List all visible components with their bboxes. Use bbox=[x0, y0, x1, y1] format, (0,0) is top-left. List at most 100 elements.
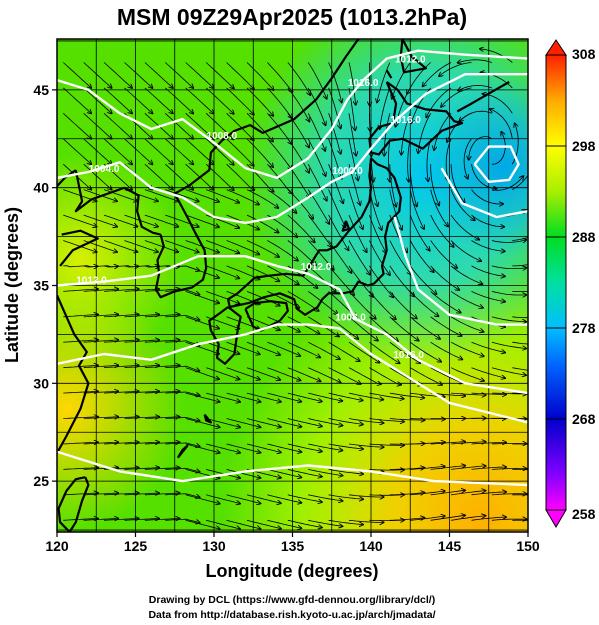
x-tick-label: 140 bbox=[359, 538, 383, 554]
streamline bbox=[63, 314, 98, 316]
streamline bbox=[124, 365, 160, 369]
streamline bbox=[287, 87, 310, 122]
streamline bbox=[144, 189, 178, 202]
streamline bbox=[104, 391, 139, 393]
streamline bbox=[430, 316, 462, 336]
streamline bbox=[439, 62, 472, 77]
streamline bbox=[348, 164, 360, 205]
streamline bbox=[401, 113, 411, 154]
streamline bbox=[226, 163, 255, 190]
streamline bbox=[83, 417, 119, 419]
streamline bbox=[83, 340, 119, 342]
temperature-field: 1012.0 1016.0 1008.0 1004.0 1000.0 1016.0 1012… bbox=[57, 39, 528, 532]
streamline bbox=[63, 87, 91, 113]
streamline bbox=[328, 214, 349, 250]
streamline bbox=[450, 240, 481, 262]
y-tick-label: 35 bbox=[33, 278, 49, 294]
streamline bbox=[205, 138, 234, 165]
streamline bbox=[369, 291, 395, 319]
streamline bbox=[512, 418, 528, 420]
streamline bbox=[267, 291, 299, 307]
contour-label: 1012.0 bbox=[76, 276, 107, 287]
streamline bbox=[267, 113, 291, 144]
streamline bbox=[83, 519, 119, 521]
streamline bbox=[83, 314, 119, 316]
streamline bbox=[83, 163, 112, 189]
streamline bbox=[124, 468, 160, 470]
streamline bbox=[205, 62, 234, 89]
contour-label: 1004.0 bbox=[89, 164, 120, 175]
streamline bbox=[348, 443, 384, 447]
streamline bbox=[103, 163, 132, 189]
streamline bbox=[63, 138, 91, 164]
streamline bbox=[124, 417, 160, 419]
streamline bbox=[430, 490, 465, 496]
streamline bbox=[369, 265, 393, 297]
streamline bbox=[246, 494, 281, 503]
streamline bbox=[430, 214, 454, 247]
streamline bbox=[144, 340, 180, 342]
streamline bbox=[328, 341, 360, 361]
streamline bbox=[185, 367, 219, 380]
streamline bbox=[206, 214, 239, 228]
x-tick-label: 150 bbox=[516, 538, 540, 554]
streamline bbox=[287, 367, 321, 382]
contour-label: 1008.0 bbox=[335, 313, 366, 324]
streamline bbox=[83, 391, 119, 393]
streamline bbox=[267, 265, 298, 284]
streamline bbox=[389, 392, 424, 398]
streamline bbox=[377, 62, 391, 103]
streamline bbox=[389, 164, 396, 206]
streamline bbox=[490, 109, 513, 139]
streamline bbox=[144, 493, 180, 495]
streamline bbox=[348, 113, 356, 155]
streamline bbox=[267, 443, 301, 452]
pressure-contour bbox=[440, 167, 528, 219]
streamline bbox=[226, 87, 254, 115]
streamline bbox=[471, 393, 507, 394]
streamline bbox=[491, 469, 527, 470]
streamline bbox=[246, 519, 281, 528]
coastline bbox=[221, 39, 360, 142]
streamline bbox=[450, 265, 482, 284]
streamline bbox=[307, 214, 331, 247]
streamline bbox=[307, 164, 327, 200]
streamline bbox=[267, 341, 300, 356]
streamline bbox=[491, 291, 526, 295]
streamline bbox=[226, 189, 259, 205]
streamline bbox=[491, 367, 526, 376]
streamline bbox=[512, 316, 528, 319]
streamline bbox=[267, 519, 301, 528]
streamline bbox=[185, 519, 220, 529]
coastline bbox=[203, 413, 212, 424]
streamline bbox=[389, 291, 417, 318]
streamline bbox=[104, 493, 139, 495]
streamline bbox=[389, 341, 420, 363]
streamline bbox=[63, 340, 98, 342]
streamline bbox=[103, 240, 137, 253]
x-tick-label: 145 bbox=[438, 538, 462, 554]
streamline bbox=[287, 138, 309, 173]
streamline bbox=[384, 113, 391, 155]
streamline bbox=[185, 341, 219, 354]
pressure-contour bbox=[57, 450, 528, 487]
streamline bbox=[410, 367, 442, 385]
streamline bbox=[450, 367, 484, 381]
streamline bbox=[348, 520, 384, 522]
streamline bbox=[83, 493, 119, 495]
streamline bbox=[103, 138, 132, 164]
streamline bbox=[512, 174, 528, 190]
streamline bbox=[307, 113, 325, 151]
streamline bbox=[267, 87, 292, 118]
streamline bbox=[63, 113, 91, 138]
streamline bbox=[512, 367, 528, 371]
streamline bbox=[226, 443, 261, 453]
y-tick-label: 25 bbox=[33, 473, 49, 489]
streamline bbox=[418, 113, 432, 153]
streamline bbox=[83, 87, 112, 113]
streamline bbox=[246, 418, 281, 428]
streamline bbox=[124, 189, 158, 202]
streamline bbox=[165, 214, 198, 227]
pressure-contour bbox=[57, 323, 528, 424]
streamline bbox=[348, 367, 381, 384]
